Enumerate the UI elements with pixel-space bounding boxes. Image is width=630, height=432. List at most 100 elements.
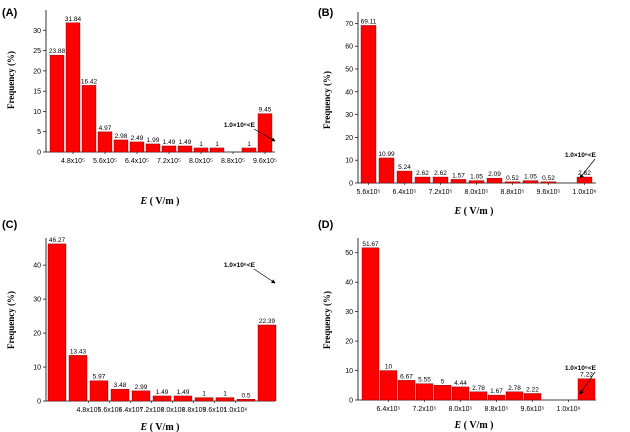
x-tick-label: 9.6x10⁵ (537, 189, 561, 196)
bar (110, 388, 130, 402)
bar (361, 247, 380, 401)
x-axis-label-unit: ( V/m ) (461, 206, 493, 217)
bar-value-label: 1.49 (179, 139, 192, 146)
x-axis-label-symbol: E (454, 420, 462, 431)
bar (577, 378, 596, 401)
bar (487, 394, 506, 401)
x-tick-label: 7.2x10⁵ (413, 406, 437, 413)
bar (415, 383, 434, 401)
x-tick-label: 9.6x10⁵ (521, 406, 545, 413)
bar-value-label: 31.84 (65, 16, 82, 23)
bar-value-label: 0.5 (241, 392, 250, 399)
x-tick-label: 4.8x10⁵ (61, 158, 85, 165)
y-tick-label: 10 (33, 365, 41, 372)
bar (89, 380, 109, 402)
bar (209, 147, 225, 153)
x-tick-label: 8.0x10⁵ (189, 158, 213, 165)
bar (47, 243, 67, 402)
bar (396, 170, 413, 184)
bar-value-label: 2.78 (472, 385, 485, 392)
x-axis-label-symbol: E (454, 206, 462, 217)
bar (433, 385, 452, 401)
bar-value-label: 22.39 (259, 318, 276, 325)
x-tick-label: 5.6x10⁵ (98, 407, 122, 414)
x-axis-label: E ( V/m ) (454, 420, 494, 431)
bar-value-label: 1 (202, 391, 206, 398)
x-axis-label: E ( V/m ) (140, 196, 180, 207)
bar (113, 139, 129, 153)
bar-value-label: 5.24 (398, 164, 411, 171)
bar (257, 324, 277, 402)
bar-value-label: 1.49 (177, 389, 190, 396)
x-axis-label-unit: ( V/m ) (147, 422, 179, 432)
bar-value-label: 1.67 (490, 388, 503, 395)
y-tick-label: 30 (345, 112, 353, 119)
bar (236, 399, 256, 402)
bar-value-label: 3.48 (114, 382, 127, 389)
chart-panel-0: (A) 0 5 10 15 20 25 30 Frequency (%) E ( V/m ) 23.… (2, 7, 277, 207)
annotation-arrow (253, 268, 276, 284)
bar-value-label: 69.11 (361, 18, 377, 25)
y-tick-label: 40 (33, 263, 41, 270)
y-tick-label: 15 (33, 89, 41, 96)
y-tick-label: 0 (349, 398, 353, 405)
bar (215, 397, 235, 402)
y-axis-label: Frequency (%) (6, 51, 16, 109)
bar-value-label: 1 (247, 141, 251, 148)
annotation-label: 1.0×10⁶<E (565, 365, 597, 372)
bar-value-label: 2.09 (488, 171, 501, 178)
bar-value-label: 4.97 (99, 125, 112, 132)
y-tick-label: 0 (349, 181, 353, 188)
bar (379, 370, 398, 401)
bar (505, 391, 524, 401)
bar-value-label: 2.98 (115, 133, 128, 140)
bar (81, 85, 97, 153)
bar (540, 181, 557, 184)
x-tick-label: 5.6x10⁵ (93, 158, 117, 165)
bar (193, 147, 209, 153)
bar (68, 355, 88, 402)
bar-value-label: 0.52 (506, 175, 519, 182)
annotation-arrow (579, 371, 596, 395)
bar-value-label: 1.05 (524, 174, 537, 181)
annotation-arrow (579, 158, 596, 179)
bar-value-label: 16.42 (81, 78, 98, 85)
y-axis-label: Frequency (%) (322, 291, 332, 349)
bar-value-label: 2.62 (578, 170, 591, 177)
y-tick-label: 25 (33, 48, 41, 55)
y-tick-label: 50 (345, 250, 353, 257)
bar (152, 395, 172, 402)
bar-value-label: 1.49 (156, 389, 169, 396)
x-tick-label: 8.0x10⁵ (465, 189, 489, 196)
x-tick-label: 1.0x10⁶ (224, 407, 248, 414)
bar-value-label: 1 (199, 141, 203, 148)
bar (360, 25, 377, 184)
x-tick-label: 8.0x10⁵ (161, 407, 185, 414)
bar-value-label: 23.88 (49, 48, 66, 55)
panel-label: (D) (318, 219, 334, 231)
y-tick-label: 30 (33, 297, 41, 304)
x-tick-label: 9.6x10⁵ (253, 158, 277, 165)
chart-panel-1: (B) 0 10 20 30 40 50 60 70 Frequency (%) E ( V/m )… (318, 7, 597, 217)
bar-value-label: 1.49 (163, 139, 176, 146)
bar-value-label: 2.49 (131, 135, 144, 142)
bar-value-label: 1.05 (470, 174, 483, 181)
bar (414, 176, 431, 184)
bar (49, 54, 65, 153)
bar (432, 176, 449, 184)
x-axis-label: E ( V/m ) (454, 206, 494, 217)
bar-value-label: 2.22 (526, 386, 539, 393)
bar-value-label: 51.67 (362, 241, 379, 248)
bar (161, 145, 177, 153)
y-tick-label: 10 (345, 158, 353, 165)
bar (97, 131, 113, 153)
annotation-label: 1.0×10⁶<E (565, 152, 597, 159)
x-tick-label: 6.4x10⁵ (119, 407, 143, 414)
bar-value-label: 2.62 (416, 170, 429, 177)
bar (522, 180, 539, 184)
bar-value-label: 2.78 (508, 385, 521, 392)
x-tick-label: 1.0x10⁶ (557, 406, 581, 413)
bar-value-label: 1 (223, 391, 227, 398)
bar-value-label: 9.45 (259, 107, 272, 114)
